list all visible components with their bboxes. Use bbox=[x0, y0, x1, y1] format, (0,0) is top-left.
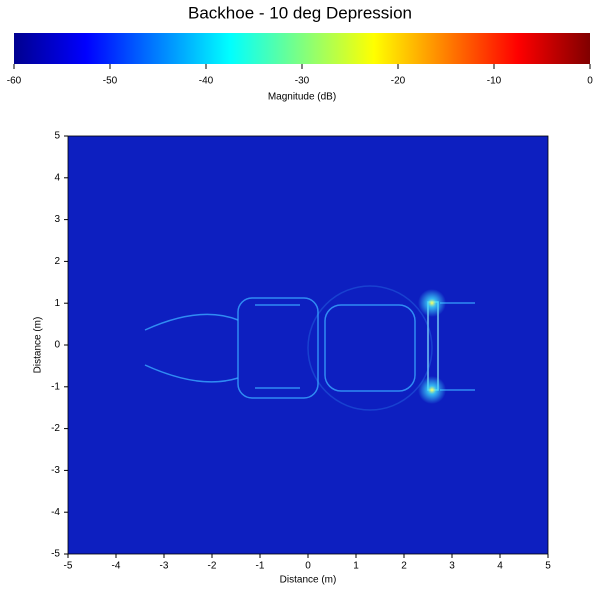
y-tick-label: -2 bbox=[51, 423, 60, 434]
x-tick-label: -1 bbox=[256, 561, 265, 572]
colorbar-tick-label: -50 bbox=[103, 76, 118, 87]
colorbar-tick-label: -40 bbox=[199, 76, 214, 87]
x-tick-label: 2 bbox=[401, 561, 407, 572]
y-tick-label: -4 bbox=[51, 507, 60, 518]
colorbar-tick-label: -20 bbox=[391, 76, 406, 87]
chart: Backhoe - 10 deg Depression Magnitude (d… bbox=[0, 0, 597, 590]
y-tick-label: -5 bbox=[51, 549, 60, 560]
y-tick-label: 1 bbox=[54, 298, 60, 309]
colorbar bbox=[14, 33, 590, 64]
x-tick-label: -3 bbox=[160, 561, 169, 572]
x-tick-label: -4 bbox=[112, 561, 121, 572]
x-tick-label: -5 bbox=[64, 561, 73, 572]
colorbar-tick-label: -10 bbox=[487, 76, 502, 87]
colorbar-tick-label: -30 bbox=[295, 76, 310, 87]
y-tick-label: 0 bbox=[54, 340, 60, 351]
y-axis-label: Distance (m) bbox=[33, 317, 44, 374]
x-tick-label: -2 bbox=[208, 561, 217, 572]
chart-title: Backhoe - 10 deg Depression bbox=[188, 3, 412, 22]
y-tick-label: 5 bbox=[54, 131, 60, 142]
y-tick-label: 4 bbox=[54, 172, 60, 183]
hotspot bbox=[418, 289, 446, 317]
y-tick-label: 2 bbox=[54, 256, 60, 267]
colorbar-label: Magnitude (dB) bbox=[268, 92, 336, 103]
x-tick-label: 1 bbox=[353, 561, 359, 572]
colorbar-tick-label: -60 bbox=[7, 76, 22, 87]
x-tick-label: 3 bbox=[449, 561, 455, 572]
x-tick-label: 0 bbox=[305, 561, 311, 572]
x-tick-label: 5 bbox=[545, 561, 551, 572]
colorbar-tick-label: 0 bbox=[587, 76, 593, 87]
hotspot bbox=[418, 376, 446, 404]
y-tick-label: -1 bbox=[51, 381, 60, 392]
x-axis-label: Distance (m) bbox=[280, 575, 337, 586]
y-tick-label: 3 bbox=[54, 214, 60, 225]
x-tick-label: 4 bbox=[497, 561, 503, 572]
y-tick-label: -3 bbox=[51, 465, 60, 476]
